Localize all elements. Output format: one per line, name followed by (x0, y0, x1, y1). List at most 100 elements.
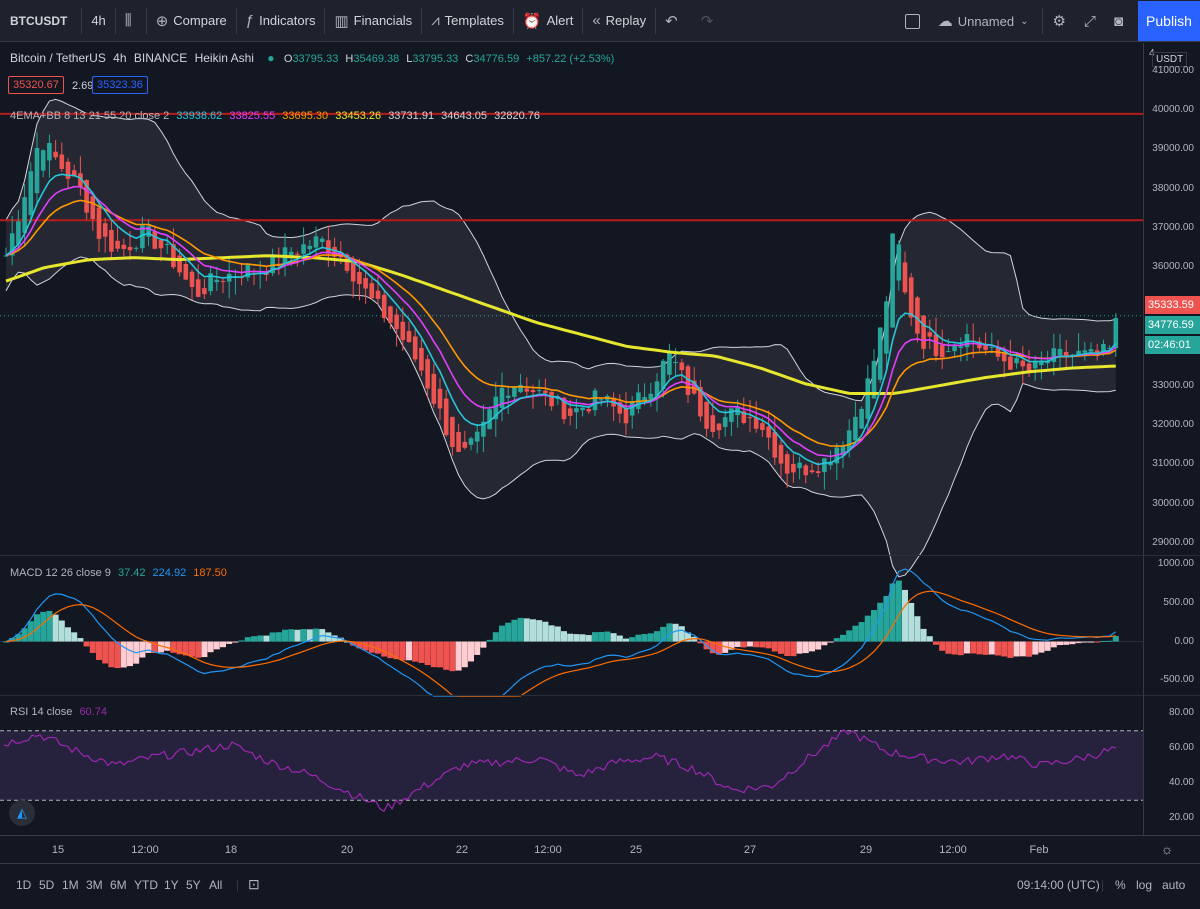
candle-body (152, 231, 158, 249)
bb-upper-value: 34643.05 (441, 110, 488, 122)
price-axis-tick: 30000.00 (1152, 497, 1194, 509)
currency-label[interactable]: USDT (1152, 52, 1188, 67)
candle-body (171, 244, 176, 268)
macd-histogram-bar (437, 641, 443, 668)
candle-body (784, 454, 790, 474)
candle-body (47, 143, 52, 161)
macd-histogram-bar (455, 641, 462, 671)
candle-body (505, 395, 511, 398)
interval-button[interactable]: 4h (82, 0, 114, 42)
price-axis-tick: 39000.00 (1152, 143, 1194, 155)
candle-body (270, 254, 275, 274)
top-toolbar: BTCUSDT 4h ⫼ ⊕ Compare ƒ Indicators ▥ Finan… (0, 0, 1200, 42)
macd-histogram-bar (697, 641, 704, 644)
price-axis[interactable]: 4 USDT 41000.00 40000.00 39000.00 38000.00 3… (1143, 43, 1200, 835)
macd-histogram-bar (964, 641, 970, 654)
utc-clock[interactable]: 09:14:00 (UTC) (1017, 878, 1100, 892)
time-label: 12:00 (534, 844, 562, 856)
candle-body (927, 332, 933, 337)
candle-body (809, 470, 815, 473)
bid-price-button[interactable]: 35320.67 (8, 76, 64, 94)
templates-button[interactable]: ⩘ Templates (422, 0, 513, 42)
candle-body (388, 306, 393, 323)
macd-histogram-bar (864, 615, 871, 642)
range-1y[interactable]: 1Y (164, 878, 179, 892)
candle-body (133, 247, 139, 249)
symbol-search-button[interactable]: BTCUSDT (0, 0, 81, 42)
macd-histogram-bar (238, 640, 245, 642)
layout-menu-button[interactable]: ☁ Unnamed ⌄ (929, 0, 1043, 42)
candle-body (1057, 348, 1063, 356)
candle-body (729, 408, 734, 423)
range-ytd[interactable]: YTD (134, 878, 158, 892)
range-3m[interactable]: 3M (86, 878, 103, 892)
chart-type-button[interactable]: ⫼ (116, 0, 146, 42)
percent-toggle[interactable]: % (1115, 878, 1126, 892)
macd-histogram-bar (740, 641, 747, 648)
macd-histogram-bar (1026, 641, 1032, 657)
chart-canvas[interactable] (0, 43, 1143, 835)
tradingview-logo-icon[interactable]: ◭ (9, 800, 35, 826)
publish-button[interactable]: Publish (1138, 1, 1200, 41)
axis-top-partial: 4 (1149, 48, 1155, 59)
macd-legend[interactable]: MACD 12 26 close 9 37.42 224.92 187.50 (10, 567, 231, 579)
log-toggle[interactable]: log (1136, 878, 1153, 892)
candle-body (815, 471, 821, 473)
macd-histogram-bar (461, 641, 468, 668)
goto-date-icon[interactable]: ⊡ (248, 876, 260, 892)
range-1m[interactable]: 1M (62, 878, 79, 892)
range-1d[interactable]: 1D (16, 878, 32, 892)
rsi-name: RSI 14 close (10, 706, 73, 718)
macd-histogram-bar (678, 626, 685, 642)
macd-histogram-bar (926, 636, 933, 642)
macd-histogram-bar (988, 641, 995, 655)
toolbar-divider (145, 7, 147, 34)
candle-body (96, 207, 102, 239)
templates-icon: ⩘ (431, 12, 440, 29)
candle-body (487, 409, 492, 430)
indicators-button[interactable]: ƒ Indicators (237, 0, 325, 42)
candle-body (691, 380, 697, 394)
macd-histogram-bar (548, 625, 555, 642)
macd-histogram-bar (1007, 641, 1014, 658)
time-axis[interactable]: 15 12:00 18 20 22 12:00 25 27 29 12:00 F… (0, 835, 1200, 863)
ema-bb-legend[interactable]: 4EMA+BB 8 13 21 55 20 close 2 33938.62 3… (10, 110, 544, 122)
pane-divider-rsi[interactable] (0, 695, 1200, 696)
candle-body (629, 402, 635, 416)
replay-button[interactable]: « Replay (583, 0, 655, 42)
pane-divider-macd[interactable] (0, 555, 1200, 556)
macd-histogram-bar (46, 610, 53, 642)
candle-body (183, 264, 189, 280)
ask-price-button[interactable]: 35323.36 (92, 76, 148, 94)
close-value: 34776.59 (473, 53, 520, 65)
macd-histogram-bar (40, 611, 47, 642)
fullscreen-button[interactable]: ⤢ (1075, 0, 1105, 42)
compare-button[interactable]: ⊕ Compare (147, 0, 236, 42)
fullscreen-toggle[interactable] (896, 0, 929, 42)
candle-body (530, 390, 536, 392)
candle-body (561, 397, 567, 420)
time-axis-settings-icon[interactable]: ☼ (1160, 841, 1174, 857)
candle-body (412, 336, 418, 360)
candle-body (425, 359, 430, 389)
time-label: 18 (224, 844, 238, 856)
macd-histogram-bar (418, 641, 425, 663)
financials-button[interactable]: ▥ Financials (325, 0, 421, 42)
rsi-band-fill (0, 730, 1143, 801)
redo-button[interactable]: ↷ (692, 0, 728, 42)
range-6m[interactable]: 6M (110, 878, 127, 892)
snapshot-button[interactable]: ◙ (1105, 0, 1132, 42)
alert-button[interactable]: ⏰ Alert (514, 0, 582, 42)
auto-toggle[interactable]: auto (1162, 878, 1186, 892)
undo-button[interactable]: ↶ (656, 0, 692, 42)
range-5y[interactable]: 5Y (186, 878, 201, 892)
settings-button[interactable]: ⚙ (1043, 0, 1074, 42)
rsi-value: 60.74 (79, 706, 107, 718)
macd-histogram-bar (592, 632, 598, 642)
candle-body (1070, 354, 1075, 356)
range-all[interactable]: All (209, 878, 223, 892)
legend-exchange: BINANCE (133, 51, 188, 65)
rsi-legend[interactable]: RSI 14 close 60.74 (10, 706, 111, 718)
range-5d[interactable]: 5D (39, 878, 55, 892)
macd-histogram-bar (647, 633, 654, 642)
